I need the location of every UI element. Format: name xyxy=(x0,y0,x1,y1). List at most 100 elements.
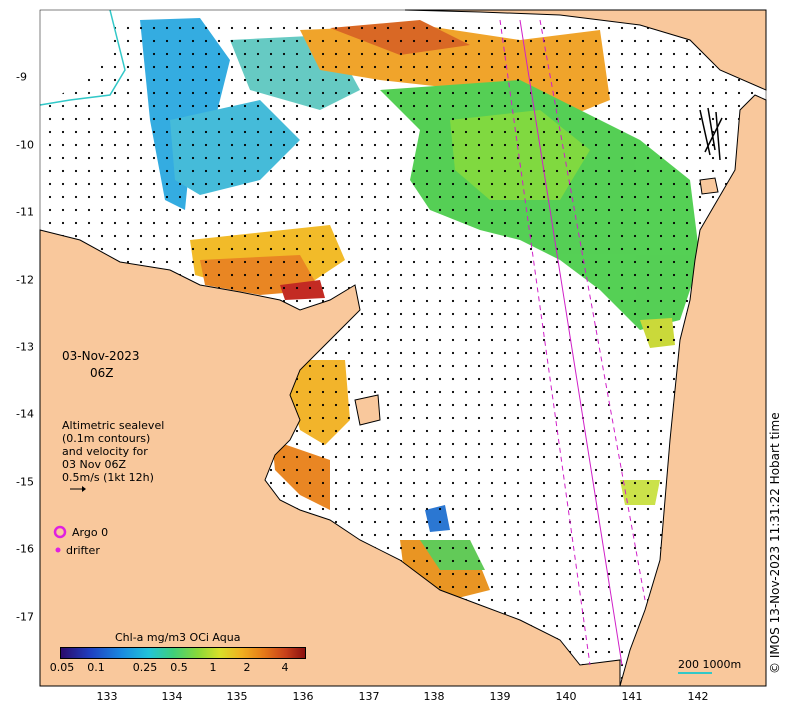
velocity-arrow xyxy=(581,117,585,121)
velocity-arrow xyxy=(542,234,546,238)
velocity-arrow xyxy=(243,130,247,134)
velocity-arrow xyxy=(334,520,338,524)
velocity-arrow xyxy=(503,611,507,615)
velocity-arrow xyxy=(61,182,65,186)
velocity-arrow xyxy=(594,481,598,485)
velocity-arrow xyxy=(139,195,143,199)
velocity-arrow xyxy=(399,182,403,186)
velocity-arrow xyxy=(633,221,637,225)
velocity-arrow xyxy=(165,39,169,43)
velocity-arrow xyxy=(386,104,390,108)
velocity-arrow xyxy=(620,364,624,368)
velocity-arrow xyxy=(581,286,585,290)
velocity-arrow xyxy=(269,130,273,134)
velocity-arrow xyxy=(685,156,689,160)
velocity-arrow xyxy=(516,494,520,498)
velocity-arrow xyxy=(477,143,481,147)
velocity-arrow xyxy=(516,377,520,381)
velocity-arrow xyxy=(581,338,585,342)
velocity-arrow xyxy=(555,442,559,446)
velocity-arrow xyxy=(516,52,520,56)
velocity-arrow xyxy=(425,156,429,160)
velocity-arrow xyxy=(555,364,559,368)
velocity-arrow xyxy=(360,130,364,134)
velocity-arrow xyxy=(334,195,338,199)
velocity-arrow xyxy=(386,338,390,342)
velocity-arrow xyxy=(191,26,195,30)
velocity-arrow xyxy=(581,26,585,30)
velocity-arrow xyxy=(646,247,650,251)
velocity-arrow xyxy=(347,325,351,329)
velocity-arrow xyxy=(542,377,546,381)
velocity-arrow xyxy=(399,338,403,342)
velocity-arrow xyxy=(607,104,611,108)
velocity-arrow xyxy=(438,234,442,238)
velocity-arrow xyxy=(633,429,637,433)
velocity-arrow xyxy=(438,286,442,290)
velocity-arrow xyxy=(503,195,507,199)
velocity-arrow xyxy=(490,416,494,420)
velocity-arrow xyxy=(321,117,325,121)
velocity-arrow xyxy=(386,91,390,95)
velocity-arrow xyxy=(594,377,598,381)
velocity-arrow xyxy=(516,325,520,329)
velocity-arrow xyxy=(204,195,208,199)
velocity-arrow xyxy=(360,351,364,355)
velocity-arrow xyxy=(594,364,598,368)
velocity-arrow xyxy=(659,364,663,368)
velocity-arrow xyxy=(477,273,481,277)
velocity-arrow xyxy=(399,286,403,290)
velocity-arrow xyxy=(204,260,208,264)
velocity-arrow xyxy=(165,52,169,56)
velocity-arrow xyxy=(308,182,312,186)
velocity-arrow xyxy=(438,520,442,524)
velocity-arrow xyxy=(477,494,481,498)
velocity-arrow xyxy=(399,364,403,368)
velocity-arrow xyxy=(87,169,91,173)
velocity-arrow xyxy=(412,559,416,563)
velocity-arrow xyxy=(295,104,299,108)
velocity-arrow xyxy=(126,208,130,212)
velocity-arrow xyxy=(594,143,598,147)
velocity-arrow xyxy=(191,260,195,264)
velocity-arrow xyxy=(217,65,221,69)
velocity-arrow xyxy=(165,182,169,186)
velocity-arrow xyxy=(620,221,624,225)
land-layer xyxy=(39,9,767,687)
velocity-arrow xyxy=(113,78,117,82)
velocity-arrow xyxy=(321,52,325,56)
velocity-arrow xyxy=(425,520,429,524)
velocity-arrow xyxy=(464,325,468,329)
velocity-arrow xyxy=(178,234,182,238)
velocity-arrow xyxy=(477,429,481,433)
velocity-arrow xyxy=(269,195,273,199)
velocity-arrow xyxy=(113,104,117,108)
velocity-arrow xyxy=(334,390,338,394)
velocity-arrow xyxy=(542,468,546,472)
velocity-arrow xyxy=(61,143,65,147)
velocity-arrow xyxy=(360,481,364,485)
velocity-arrow xyxy=(204,91,208,95)
velocity-arrow xyxy=(282,455,286,459)
velocity-arrow xyxy=(399,26,403,30)
velocity-arrow xyxy=(633,26,637,30)
velocity-arrow xyxy=(581,143,585,147)
velocity-arrow xyxy=(594,52,598,56)
velocity-arrow xyxy=(607,442,611,446)
velocity-arrow xyxy=(568,429,572,433)
velocity-arrow xyxy=(633,520,637,524)
velocity-arrow xyxy=(321,351,325,355)
velocity-arrow xyxy=(581,455,585,459)
velocity-arrow xyxy=(308,104,312,108)
velocity-arrow xyxy=(581,585,585,589)
velocity-arrow xyxy=(191,78,195,82)
velocity-arrow xyxy=(477,208,481,212)
colorbar xyxy=(60,647,306,659)
velocity-arrow xyxy=(646,585,650,589)
velocity-arrow xyxy=(191,39,195,43)
velocity-arrow xyxy=(139,221,143,225)
velocity-arrow xyxy=(334,403,338,407)
velocity-arrow xyxy=(334,247,338,251)
velocity-arrow xyxy=(217,130,221,134)
velocity-arrow xyxy=(555,78,559,82)
